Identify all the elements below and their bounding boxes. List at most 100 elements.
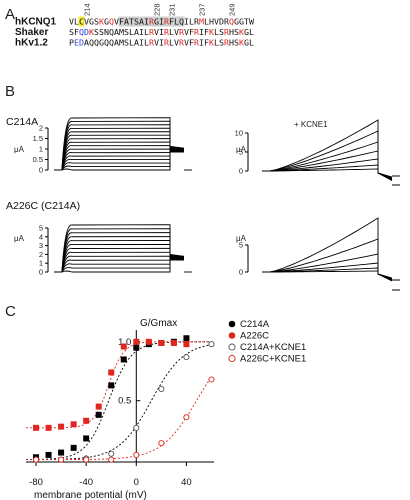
residue: K: [239, 38, 244, 48]
residue: R: [164, 38, 169, 48]
residue: A: [139, 17, 144, 27]
tick-label: 1: [39, 259, 43, 268]
row2-left-unit: μA: [14, 234, 25, 243]
panel-label-a: A: [5, 6, 15, 23]
data-point: [58, 456, 65, 463]
residue: S: [134, 17, 139, 27]
residue: L: [249, 38, 254, 48]
panel-label-c: C: [5, 303, 16, 320]
data-point: [183, 335, 190, 342]
y-axis-label: G/Gmax: [140, 318, 177, 329]
tick-label: 5: [39, 224, 43, 233]
residue: L: [169, 38, 174, 48]
tick-label: 0.5: [33, 155, 43, 164]
tick-label: 0: [239, 167, 243, 176]
residue: A: [114, 27, 119, 37]
tick-label: 2: [39, 250, 43, 259]
residue: V: [184, 38, 189, 48]
residue: V: [114, 17, 119, 27]
legend-marker: [228, 354, 236, 363]
current-trace: [262, 164, 393, 181]
data-point: [208, 341, 215, 348]
residue: H: [229, 38, 234, 48]
sequence-name: hKv1.2: [15, 38, 48, 49]
residue-position: 231: [168, 3, 177, 16]
data-point: [183, 341, 190, 348]
residue: R: [149, 17, 154, 27]
residue: L: [214, 38, 219, 48]
residue: F: [189, 38, 194, 48]
data-point: [133, 424, 140, 431]
residue: L: [249, 27, 254, 37]
legend-entry: A226C+KCNE1: [240, 354, 306, 365]
residue: F: [74, 27, 79, 37]
gv-plot: -80 -40 0 40 0.5 1.0 C214AA226CC214A+KCNE1A226…: [25, 319, 306, 488]
data-point: [83, 417, 90, 424]
current-trace: [54, 236, 185, 273]
legend-marker: [228, 320, 236, 328]
residue: G: [234, 17, 239, 27]
current-trace: [54, 138, 185, 171]
tick-label: 1.5: [33, 134, 43, 143]
data-point: [183, 414, 190, 421]
residue: I: [139, 27, 144, 37]
residue: Q: [79, 27, 84, 37]
tail-trace: [392, 279, 400, 291]
x-tick-label: 40: [181, 477, 192, 488]
current-trace: [262, 217, 393, 279]
current-trace: [54, 151, 185, 171]
data-point: [133, 338, 140, 345]
data-point: [108, 456, 115, 463]
data-point: [145, 338, 152, 345]
residue: A: [124, 17, 129, 27]
residue: G: [89, 17, 94, 27]
residue: L: [174, 17, 179, 27]
current-trace: [54, 224, 185, 273]
residue: R: [194, 17, 199, 27]
residue: I: [159, 27, 164, 37]
current-trace: [54, 228, 185, 273]
tick-label: 1: [39, 145, 43, 154]
data-point: [45, 451, 52, 458]
row1-left-unit: μA: [14, 145, 25, 154]
current-trace: [54, 251, 185, 273]
residue-position: 228: [153, 3, 162, 16]
data-point: [95, 411, 102, 418]
sequence-name: Shaker: [15, 27, 48, 38]
kcne1-label: + KCNE1: [294, 120, 328, 129]
residue: G: [99, 38, 104, 48]
residue: K: [99, 17, 104, 27]
current-trace: [262, 158, 393, 180]
residue: L: [129, 27, 134, 37]
residue: R: [164, 17, 169, 27]
residue: L: [169, 27, 174, 37]
residue: Q: [109, 27, 114, 37]
residue: S: [94, 17, 99, 27]
data-point: [108, 450, 115, 457]
residue: L: [74, 17, 79, 27]
sequence-string: VLCVGSKGQVFATSAIRGIRFLQILRMLHVDRQGGTW: [69, 17, 254, 27]
row1-condition-label: C214A: [6, 116, 38, 128]
data-point: [58, 449, 65, 456]
tick-label: 2: [39, 124, 43, 133]
residue-position: 249: [228, 3, 237, 16]
residue: F: [119, 17, 124, 27]
residue: G: [239, 17, 244, 27]
data-point: [83, 435, 90, 442]
residue: M: [199, 17, 204, 27]
residue: K: [239, 27, 244, 37]
residue: H: [229, 27, 234, 37]
residue: L: [204, 17, 209, 27]
data-point: [108, 382, 115, 389]
residue: A: [134, 38, 139, 48]
x-axis-label: membrane potential (mV): [34, 490, 147, 500]
sequence-name: hKCNQ1: [15, 17, 57, 28]
residue: S: [234, 38, 239, 48]
residue: A: [84, 38, 89, 48]
x-tick-label: 0: [134, 477, 139, 488]
residue: R: [224, 27, 229, 37]
row1-right-unit: μA: [236, 145, 247, 154]
x-tick-label: -40: [79, 477, 93, 488]
residue: Q: [104, 38, 109, 48]
